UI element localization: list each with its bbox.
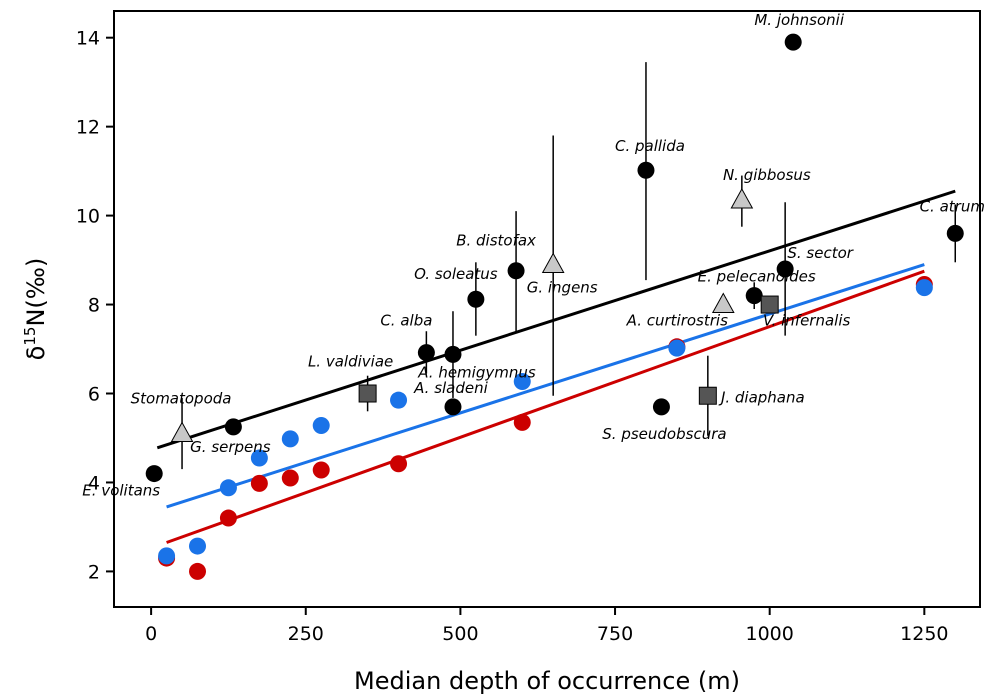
x-tick-label: 750 [597,623,633,645]
data-point-square [698,386,717,405]
point-label: C. pallida [615,137,685,155]
point-label: Stomatopoda [131,390,232,408]
y-tick-label: 14 [76,28,100,50]
data-point-triangle [711,292,735,314]
data-point [417,344,435,362]
data-point [745,287,763,305]
data-point [784,33,802,51]
point-label: E. pelecanoides [698,268,816,286]
data-point [444,345,462,363]
data-point [189,537,207,555]
data-point [158,547,176,565]
data-point [250,474,268,492]
error-bars [181,62,957,470]
point-label: S. sector [787,244,853,262]
point-label: O. soleatus [414,265,498,283]
plot-frame [113,10,981,608]
x-tick-label: 500 [442,623,478,645]
point-label: L. valdiviae [308,353,393,371]
data-point [390,455,408,473]
point-label: B. distofax [456,232,536,250]
data-point [224,418,242,436]
data-point [637,161,655,179]
data-point [189,562,207,580]
data-point [145,465,163,483]
regression-line [156,189,956,450]
data-point [513,372,531,390]
data-point [219,479,237,497]
point-labels: E. volitans G. serpens C. alba A. hemigymnu… [82,11,984,499]
y-tick-label: 4 [88,472,100,494]
fit-lines [156,189,956,544]
y-tick-label: 2 [88,561,100,583]
data-point [312,461,330,479]
point-label: G. ingens [527,279,598,297]
data-point-triangle [170,421,194,443]
data-point-square [358,384,377,403]
data-point [668,339,686,357]
data-point [281,430,299,448]
data-point [219,509,237,527]
data-point [444,398,462,416]
point-label: S. pseudobscura [602,425,726,443]
point-label: A. hemigymnus [417,363,536,381]
data-point [281,469,299,487]
point-label: J. diaphana [718,389,805,407]
data-point [652,398,670,416]
y-axis-title: δ15N(‰) [21,258,50,361]
x-tick-label: 1250 [900,623,948,645]
x-tick-label: 1000 [746,623,794,645]
axes: 0 250 500 750 1000 1250 2 4 6 8 10 12 14 [76,28,949,645]
data-point-square [760,295,779,314]
point-label: C. alba [380,312,432,330]
data-point-triangle [541,252,565,274]
regression-line [166,269,925,544]
data-point [946,224,964,242]
y-tick-label: 10 [76,206,100,228]
x-tick-label: 0 [145,623,157,645]
point-label: N. gibbosus [723,166,811,184]
y-tick-label: 8 [88,295,100,317]
x-axis-title: Median depth of occurrence (m) [354,667,740,695]
x-tick-label: 250 [288,623,324,645]
data-point [467,290,485,308]
regression-line [166,263,925,509]
y-tick-label: 12 [76,117,100,139]
data-point [776,260,794,278]
data-point [513,413,531,431]
point-label: G. serpens [190,438,271,456]
point-label: A. curtirostris [626,312,728,330]
point-label: E. volitans [82,482,160,500]
data-point [312,417,330,435]
data-point [915,279,933,297]
point-label: A. sladeni [413,379,489,397]
y-tick-label: 6 [88,384,100,406]
data-point [250,449,268,467]
data-point [507,262,525,280]
data-point [390,391,408,409]
point-label: V. infernalis [763,312,850,330]
point-label: M. johnsonii [754,11,845,29]
point-label: C. atrum [920,197,984,215]
data-points [145,33,964,580]
data-point-triangle [730,187,754,209]
